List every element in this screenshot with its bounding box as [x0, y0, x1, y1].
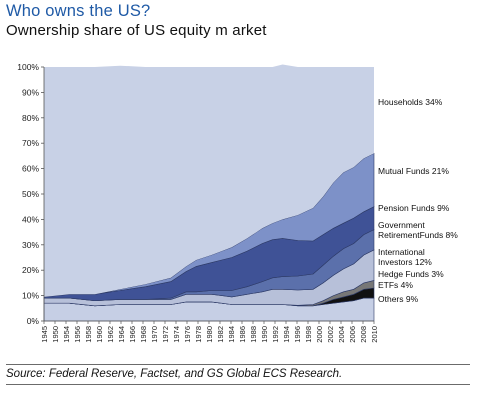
legend-label-government-retirementfunds: Government	[378, 220, 425, 230]
legend-label-households: Households 34%	[378, 97, 443, 107]
x-tick-label: 1990	[260, 326, 269, 343]
y-tick-label: 30%	[22, 240, 39, 250]
x-tick-label: 1970	[150, 326, 159, 343]
x-tick-label: 1956	[73, 326, 82, 343]
x-tick-label: 1945	[40, 326, 49, 343]
x-tick-label: 1992	[271, 326, 280, 343]
legend-label-international-investors: Investors 12%	[378, 257, 432, 267]
y-tick-label: 20%	[22, 265, 39, 275]
x-tick-label: 1998	[304, 326, 313, 343]
legend-label-mutual-funds: Mutual Funds 21%	[378, 166, 449, 176]
x-tick-label: 1968	[139, 326, 148, 343]
x-tick-label: 1954	[62, 326, 71, 343]
area-chart: 0%10%20%30%40%50%60%70%80%90%100%1945 195…	[17, 62, 458, 343]
x-tick-label: 1950	[51, 326, 60, 343]
x-tick-label: 1960	[95, 326, 104, 343]
x-tick-label: 2006	[348, 326, 357, 343]
y-tick-label: 0%	[27, 316, 40, 326]
legend-label-government-retirementfunds: RetirementFunds 8%	[378, 230, 458, 240]
source-rule-bottom	[6, 384, 470, 385]
chart-title: Who owns the US?	[6, 2, 151, 20]
x-tick-label: 1988	[249, 326, 258, 343]
x-tick-label: 2002	[326, 326, 335, 343]
x-tick-label: 1964	[117, 326, 126, 343]
x-tick-label: 2004	[337, 326, 346, 343]
series-area-households	[44, 64, 374, 297]
x-tick-label: 1962	[106, 326, 115, 343]
x-tick-label: 1958	[84, 326, 93, 343]
x-tick-label: 1994	[282, 326, 291, 343]
x-tick-label: 1972	[161, 326, 170, 343]
source-note: Source: Federal Reserve, Factset, and GS…	[6, 368, 343, 380]
x-tick-label: 1976	[183, 326, 192, 343]
x-tick-label: 1980	[205, 326, 214, 343]
y-tick-label: 10%	[22, 291, 39, 301]
x-tick-label: 1974	[172, 326, 181, 343]
legend-label-pension-funds: Pension Funds 9%	[378, 203, 450, 213]
y-tick-label: 50%	[22, 189, 39, 199]
y-tick-label: 90%	[22, 87, 39, 97]
y-tick-label: 80%	[22, 113, 39, 123]
legend-label-hedge-funds: Hedge Funds 3%	[378, 269, 444, 279]
y-tick-label: 70%	[22, 138, 39, 148]
x-tick-label: 1966	[128, 326, 137, 343]
x-tick-label: 1986	[238, 326, 247, 343]
y-tick-label: 40%	[22, 214, 39, 224]
y-tick-label: 100%	[17, 62, 39, 72]
x-tick-label: 1978	[194, 326, 203, 343]
x-tick-label: 2008	[359, 326, 368, 343]
legend-label-etfs: ETFs 4%	[378, 280, 413, 290]
legend-label-international-investors: International	[378, 247, 425, 257]
x-tick-label: 2010	[370, 326, 379, 343]
x-tick-label: 1982	[216, 326, 225, 343]
source-rule-top	[6, 364, 470, 365]
x-tick-label: 1996	[293, 326, 302, 343]
y-tick-label: 60%	[22, 164, 39, 174]
legend-label-others: Others 9%	[378, 294, 419, 304]
x-tick-label: 2000	[315, 326, 324, 343]
chart-subtitle: Ownership share of US equity m arket	[6, 22, 267, 39]
x-tick-label: 1984	[227, 326, 236, 343]
